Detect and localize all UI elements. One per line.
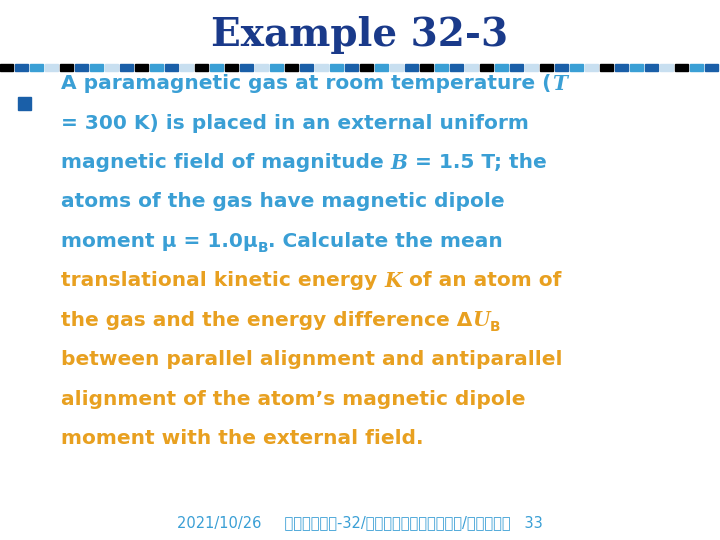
Bar (315, 64, 328, 71)
Text: of an atom of: of an atom of (402, 271, 562, 291)
Bar (285, 64, 298, 71)
Bar (300, 64, 313, 71)
Bar (570, 64, 583, 71)
Bar (195, 64, 208, 71)
Bar (180, 64, 193, 71)
Bar (240, 64, 253, 71)
Bar (675, 64, 688, 71)
Bar (585, 64, 598, 71)
Bar (330, 64, 343, 71)
Bar (435, 64, 448, 71)
Bar (0, 64, 13, 71)
Text: between parallel alignment and antiparallel: between parallel alignment and antiparal… (61, 350, 563, 369)
Text: translational kinetic energy: translational kinetic energy (61, 271, 384, 291)
Text: 2021/10/26     普通物理講義-32/國立彰化師範大學物理系/郭趔光教授   33: 2021/10/26 普通物理講義-32/國立彰化師範大學物理系/郭趔光教授 3… (177, 515, 543, 530)
Text: atoms of the gas have magnetic dipole: atoms of the gas have magnetic dipole (61, 192, 505, 212)
Bar (450, 64, 463, 71)
Bar (270, 64, 283, 71)
Bar (510, 64, 523, 71)
Bar (405, 64, 418, 71)
Text: K: K (384, 271, 402, 291)
Bar (600, 64, 613, 71)
Bar (390, 64, 403, 71)
Bar (15, 64, 28, 71)
Bar (90, 64, 103, 71)
Bar (210, 64, 223, 71)
Text: the gas and the energy difference Δ: the gas and the energy difference Δ (61, 310, 472, 330)
Text: Example 32-3: Example 32-3 (212, 16, 508, 54)
Bar (345, 64, 359, 71)
Bar (465, 64, 478, 71)
Bar (120, 64, 133, 71)
Bar (18, 97, 31, 110)
Bar (105, 64, 118, 71)
Bar (135, 64, 148, 71)
Bar (30, 64, 43, 71)
Bar (45, 64, 58, 71)
Bar (495, 64, 508, 71)
Text: U: U (472, 310, 490, 330)
Text: moment μ = 1.0μ: moment μ = 1.0μ (61, 232, 258, 251)
Text: magnetic field of magnitude: magnetic field of magnitude (61, 153, 391, 172)
Bar (225, 64, 238, 71)
Bar (660, 64, 673, 71)
Text: B: B (490, 320, 500, 334)
Bar (690, 64, 703, 71)
Text: = 1.5 T; the: = 1.5 T; the (408, 153, 546, 172)
Bar (630, 64, 643, 71)
Bar (645, 64, 658, 71)
Text: alignment of the atom’s magnetic dipole: alignment of the atom’s magnetic dipole (61, 389, 526, 409)
Bar (255, 64, 268, 71)
Bar (375, 64, 388, 71)
Bar (60, 64, 73, 71)
Bar (360, 64, 373, 71)
Bar (165, 64, 179, 71)
Text: B: B (258, 241, 269, 255)
Bar (150, 64, 163, 71)
Bar (705, 64, 718, 71)
Text: = 300 K) is placed in an external uniform: = 300 K) is placed in an external unifor… (61, 113, 529, 133)
Bar (75, 64, 89, 71)
Text: . Calculate the mean: . Calculate the mean (269, 232, 503, 251)
Text: moment with the external field.: moment with the external field. (61, 429, 423, 448)
Bar (540, 64, 553, 71)
Bar (480, 64, 493, 71)
Bar (525, 64, 538, 71)
Text: A paramagnetic gas at room temperature (: A paramagnetic gas at room temperature ( (61, 74, 552, 93)
Bar (420, 64, 433, 71)
Bar (615, 64, 628, 71)
Text: B: B (391, 152, 408, 173)
Bar (555, 64, 568, 71)
Text: T: T (552, 73, 567, 94)
